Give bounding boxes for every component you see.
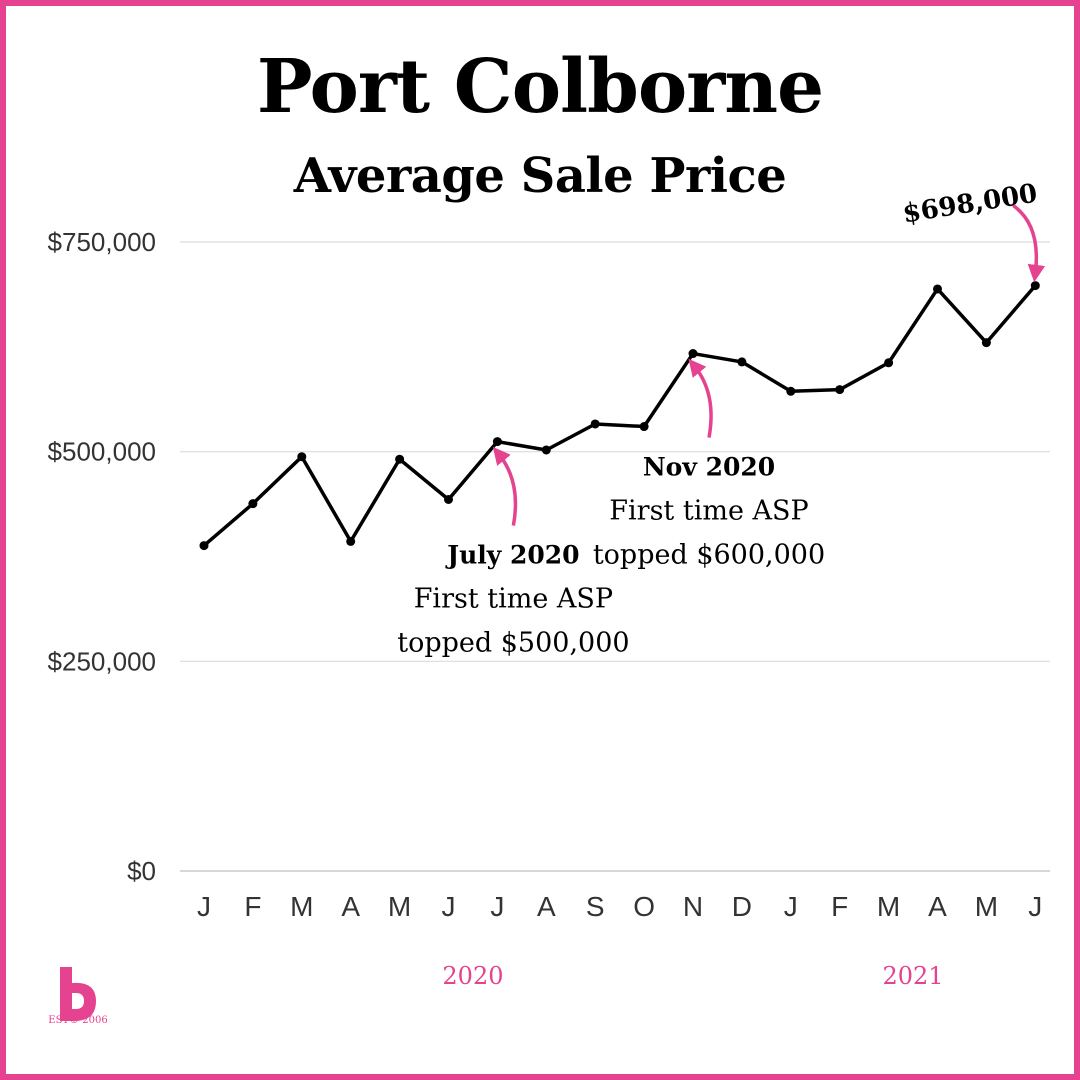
annotation-arrow (688, 358, 713, 438)
x-tick-label: O (633, 891, 655, 922)
data-point (884, 358, 894, 368)
x-tick-label: S (586, 891, 605, 922)
data-point (786, 386, 796, 396)
x-tick-label: N (683, 891, 703, 922)
data-point (1030, 281, 1040, 291)
x-tick-label: J (197, 891, 211, 922)
y-tick-label: $0 (127, 856, 156, 886)
y-tick-label: $750,000 (48, 227, 156, 257)
data-point (444, 494, 453, 504)
annotation-text: First time ASP (414, 584, 613, 615)
data-point (639, 422, 649, 432)
annotation-text: First time ASP (609, 496, 808, 527)
data-point (835, 385, 845, 395)
chart-title: Port Colborne (256, 44, 824, 130)
y-tick-label: $500,000 (48, 437, 156, 467)
annotations: July 2020 First time ASP topped $500,000 No… (397, 179, 1046, 659)
data-point (688, 349, 698, 359)
x-tick-label: M (975, 891, 998, 922)
y-axis: $0 $250,000 $500,000 $750,000 (48, 227, 156, 886)
annotation-arrow (1012, 204, 1046, 283)
annotation-text: topped $600,000 (593, 540, 825, 571)
data-point (981, 338, 991, 348)
x-tick-label: J (1028, 891, 1042, 922)
brand-logo-icon (60, 967, 96, 1021)
data-point (933, 284, 942, 294)
x-tick-label: M (388, 891, 411, 922)
x-tick-label: A (341, 891, 360, 922)
x-tick-label: F (244, 891, 261, 922)
year-labels: 2020 2021 (442, 962, 943, 990)
x-tick-label: M (877, 891, 900, 922)
year-label: 2020 (442, 962, 503, 990)
x-tick-label: M (290, 891, 313, 922)
data-point (395, 454, 405, 464)
annotation-heading: July 2020 (445, 541, 579, 570)
x-tick-label: F (831, 891, 848, 922)
x-tick-label: J (784, 891, 798, 922)
data-point (492, 437, 502, 447)
data-point (199, 541, 209, 551)
grid-lines (180, 241, 1050, 872)
data-point (737, 357, 747, 367)
data-point (248, 499, 258, 509)
annotation-heading: Nov 2020 (643, 453, 775, 482)
x-tick-label: D (732, 891, 752, 922)
x-tick-label: A (928, 891, 947, 922)
annotation-arrow (492, 446, 518, 526)
x-tick-label: J (490, 891, 504, 922)
x-tick-label: A (537, 891, 556, 922)
annotation-heading: $698,000 (901, 179, 1040, 230)
logo-established-text: EST© 2006 (48, 1015, 108, 1026)
data-point (541, 445, 551, 455)
data-point (590, 419, 600, 429)
series-line (202, 283, 1038, 548)
data-point (297, 452, 307, 462)
data-point (346, 536, 356, 546)
chart-subtitle: Average Sale Price (293, 148, 787, 204)
year-label: 2021 (883, 962, 944, 990)
data-points (199, 281, 1040, 551)
y-tick-label: $250,000 (48, 646, 156, 676)
annotation-text: topped $500,000 (397, 628, 629, 659)
series-line-path (202, 283, 1038, 548)
x-tick-label: J (442, 891, 456, 922)
